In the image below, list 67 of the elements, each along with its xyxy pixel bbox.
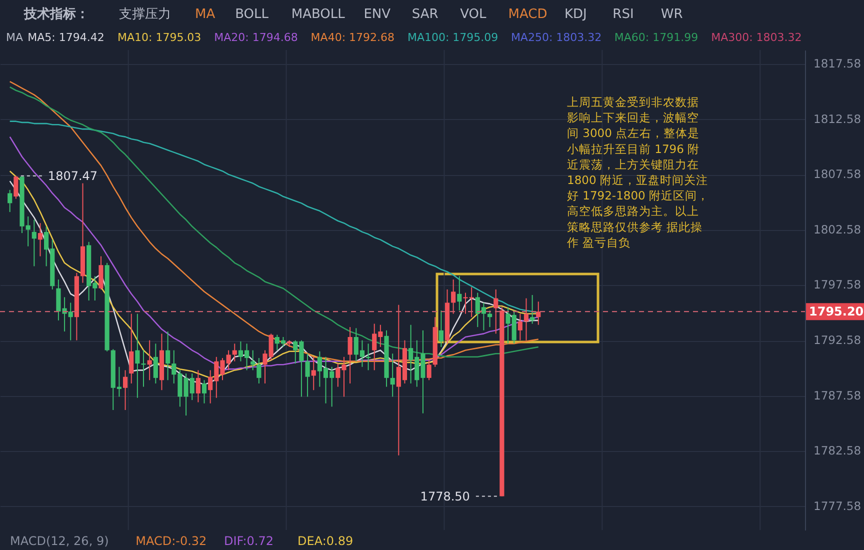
text: MACD:-0.32	[136, 534, 207, 548]
candlestick	[8, 189, 12, 213]
candlestick	[366, 343, 371, 371]
text: MA20: 1794.68	[214, 31, 298, 44]
text: 技术指标：	[23, 7, 89, 22]
candlestick	[122, 370, 128, 410]
candlestick	[536, 301, 541, 326]
legend-label: MA250: 1803.32	[510, 31, 602, 44]
text: DIF:0.72	[224, 534, 274, 548]
y-tick-label: 1807.58	[814, 167, 862, 182]
text: MA100: 1795.09	[407, 31, 498, 44]
text: WR	[660, 7, 683, 22]
candlestick	[135, 313, 140, 398]
candlestick	[147, 340, 152, 381]
candlestick	[196, 370, 200, 403]
text: BOLL	[235, 7, 270, 22]
text: VOL	[460, 7, 487, 22]
candlestick	[166, 330, 170, 381]
text: MABOLL	[291, 7, 346, 22]
y-tick-label: 1787.58	[814, 388, 862, 402]
annotation: 1807.47	[48, 168, 98, 183]
y-tick-label: 1797.58	[814, 278, 862, 292]
candlestick	[141, 350, 146, 388]
candlestick	[32, 219, 36, 267]
candlestick	[457, 276, 462, 311]
y-tick-label: 1782.58	[814, 444, 862, 458]
y-tick-label: 1777.58	[814, 498, 862, 513]
text: 上周五黄金受到非农数据影响上下来回走，波幅空间 3000 点左右，整体是小幅拉升至目前 1796 附近震荡，上方关键阻力在1800 附近，亚盘时间关注好 1792-1800 附近区间，高空低多思路为主。以上策略思路仅供参考 据此操作 盈亏自负	[567, 95, 709, 250]
legend-label: MA300: 1803.32	[711, 31, 802, 44]
text: MA	[195, 7, 216, 22]
candlestick	[202, 380, 207, 404]
candlestick	[14, 175, 18, 200]
text: DEA:0.89	[298, 534, 354, 548]
text: MA60: 1791.99	[614, 31, 698, 44]
candlestick	[518, 313, 522, 341]
text: MACD(12, 26, 9)	[10, 534, 109, 548]
candlestick	[129, 313, 134, 384]
candlestick	[524, 298, 529, 341]
y-tick-label: 1792.58	[814, 333, 862, 348]
text: MA5: 1794.42	[28, 31, 104, 44]
text: ENV	[364, 7, 391, 22]
candlestick	[426, 360, 432, 381]
legend-title: MA	[6, 31, 24, 44]
candlestick	[38, 222, 43, 257]
text: KDJ	[564, 7, 587, 22]
candlestick	[153, 343, 158, 384]
text: MA10: 1795.03	[117, 31, 202, 44]
y-tick-label: 1817.58	[814, 56, 862, 71]
y-tick-label: 1812.58	[814, 112, 862, 126]
y-tick-label: 1802.58	[814, 222, 862, 236]
text: MACD	[508, 7, 548, 22]
ref-line-label: 1795.20	[809, 304, 864, 319]
annotation: 1778.50	[420, 489, 470, 504]
text: MA40: 1792.68	[310, 31, 395, 44]
candlestick	[256, 358, 262, 384]
candlestick	[98, 256, 104, 290]
text: 支撑压力	[119, 7, 171, 22]
text: RSI	[612, 7, 634, 22]
candlestick	[451, 278, 456, 314]
candlestick	[311, 356, 316, 391]
candlestick	[305, 353, 310, 398]
candlestick	[390, 353, 395, 398]
candlestick	[438, 310, 444, 348]
candlestick	[348, 326, 352, 384]
text: SAR	[412, 7, 438, 22]
candlestick	[530, 294, 535, 324]
candlestick	[494, 288, 498, 334]
